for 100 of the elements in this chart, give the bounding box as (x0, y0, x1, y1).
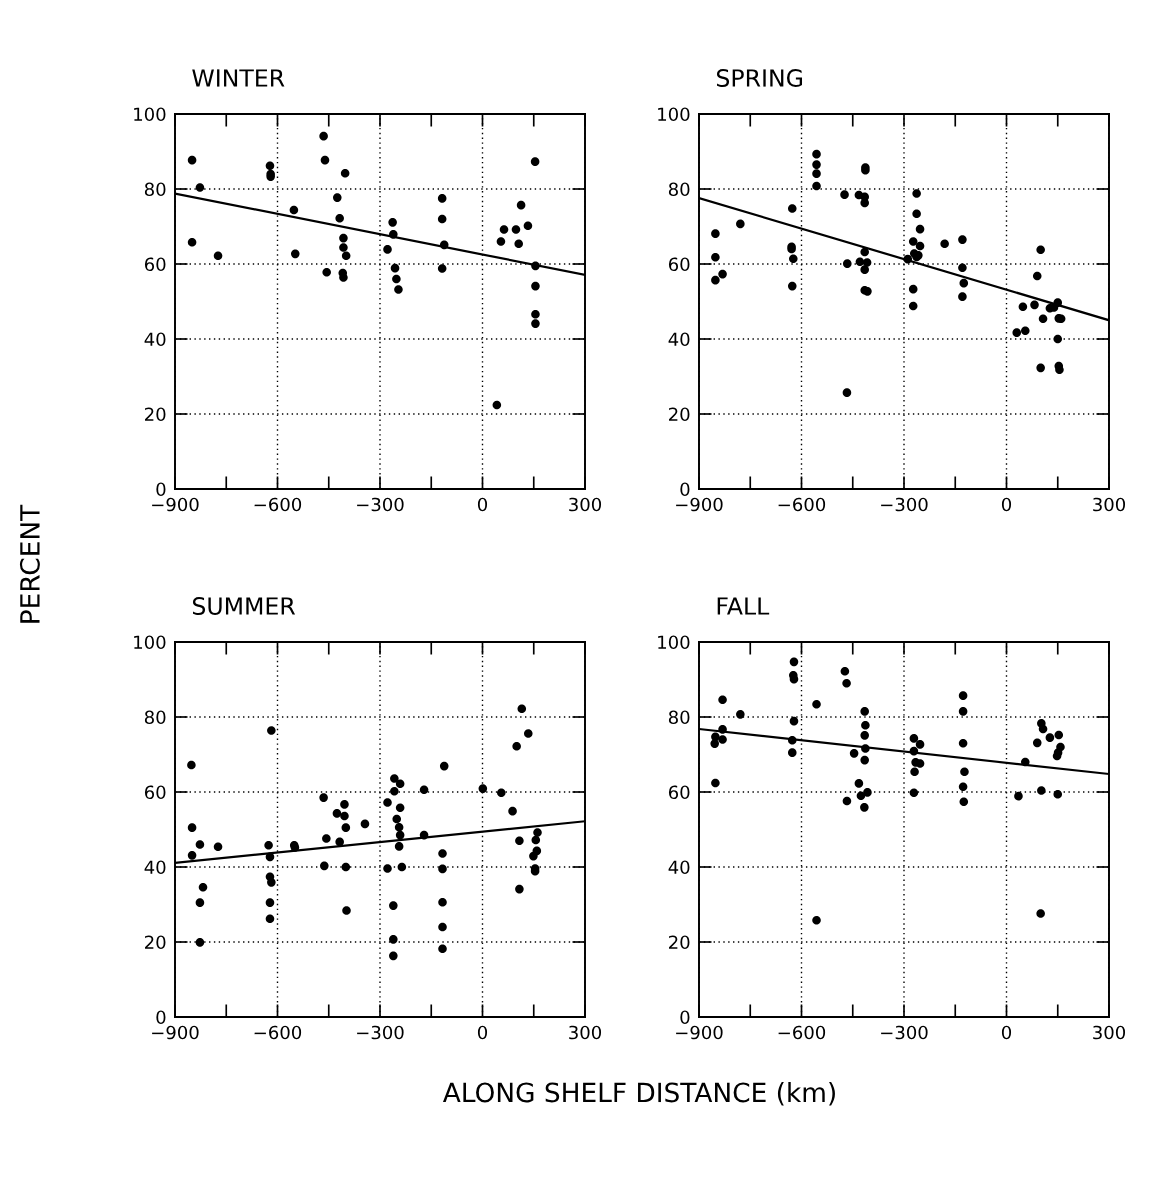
point (863, 788, 872, 797)
point (516, 200, 526, 210)
point (1036, 363, 1045, 373)
point (437, 194, 447, 203)
point (960, 767, 969, 777)
y-tick-label: 80 (668, 182, 690, 197)
point (1032, 738, 1042, 748)
point (531, 319, 540, 328)
point (856, 791, 866, 801)
point (333, 193, 342, 202)
point (849, 749, 859, 758)
y-tick-label: 60 (668, 257, 690, 272)
point (959, 278, 969, 288)
y-tick-label: 40 (668, 860, 690, 875)
point (1045, 733, 1055, 742)
point (912, 189, 921, 198)
point (842, 678, 851, 688)
point (499, 225, 509, 234)
point (711, 229, 720, 238)
y-tick-label: 0 (680, 482, 690, 497)
x-tick-label: −300 (357, 1025, 404, 1040)
point (340, 168, 350, 178)
point (265, 161, 275, 171)
point (958, 292, 967, 301)
x-axis-title: ALONG SHELF DISTANCE (km) (442, 1082, 835, 1106)
point (812, 181, 821, 191)
point (787, 204, 797, 213)
point (812, 169, 821, 178)
y-tick-label: 80 (668, 710, 690, 725)
point (523, 221, 533, 231)
point (860, 707, 869, 716)
y-tick-label: 0 (680, 1010, 690, 1025)
point (812, 160, 821, 169)
y-tick-label: 80 (144, 710, 166, 725)
x-tick-label: −900 (676, 1025, 723, 1040)
point (842, 388, 852, 397)
point (531, 309, 540, 319)
point (1036, 245, 1045, 255)
x-tick-label: 300 (1093, 1025, 1126, 1040)
point (915, 241, 925, 251)
y-tick-label: 80 (144, 182, 166, 197)
point (511, 225, 521, 234)
point (861, 720, 870, 730)
point (789, 657, 799, 667)
y-tick-label: 20 (669, 935, 690, 950)
point (339, 273, 348, 282)
point (718, 695, 727, 705)
x-tick-label: −600 (254, 1025, 302, 1040)
point (290, 249, 300, 259)
point (787, 748, 797, 757)
point (1054, 730, 1064, 740)
x-tick-label: −900 (676, 497, 723, 512)
y-tick-label: 60 (668, 785, 690, 800)
x-tick-label: 0 (1001, 497, 1012, 512)
point (789, 716, 799, 726)
point (187, 155, 197, 165)
point (862, 258, 872, 267)
point (514, 239, 523, 249)
point (860, 731, 869, 740)
point (341, 251, 351, 261)
point (718, 735, 727, 744)
x-tick-label: −300 (881, 497, 928, 512)
point (322, 267, 331, 277)
chart-title: SUMMER (192, 597, 296, 615)
point (736, 219, 745, 229)
chart-title: FALL (717, 597, 770, 615)
point (959, 797, 969, 807)
point (1053, 789, 1063, 799)
point (915, 224, 925, 234)
point (908, 301, 918, 311)
point (910, 767, 919, 777)
x-tick-label: 300 (569, 497, 602, 512)
x-tick-label: −600 (254, 497, 302, 512)
point (530, 157, 540, 166)
point (909, 734, 919, 743)
point (718, 269, 727, 279)
x-tick-label: 0 (477, 497, 488, 512)
x-tick-label: −600 (778, 1025, 826, 1040)
x-tick-label: −300 (357, 497, 404, 512)
point (1038, 314, 1048, 324)
y-tick-label: 100 (658, 635, 690, 650)
point (531, 281, 540, 291)
x-tick-label: −600 (778, 497, 826, 512)
x-tick-label: 0 (477, 1025, 488, 1040)
y-tick-label: 0 (156, 1010, 166, 1025)
point (842, 796, 852, 806)
point (958, 691, 968, 700)
point (789, 254, 798, 264)
point (1014, 791, 1023, 801)
chart-title: SPRING (716, 69, 803, 87)
y-tick-label: 20 (669, 407, 690, 422)
point (812, 699, 821, 709)
point (1032, 271, 1042, 281)
point (940, 239, 949, 249)
point (492, 400, 502, 410)
point (437, 264, 447, 273)
point (812, 915, 821, 925)
point (958, 235, 967, 244)
point (860, 803, 869, 812)
x-tick-label: 300 (569, 1025, 602, 1040)
